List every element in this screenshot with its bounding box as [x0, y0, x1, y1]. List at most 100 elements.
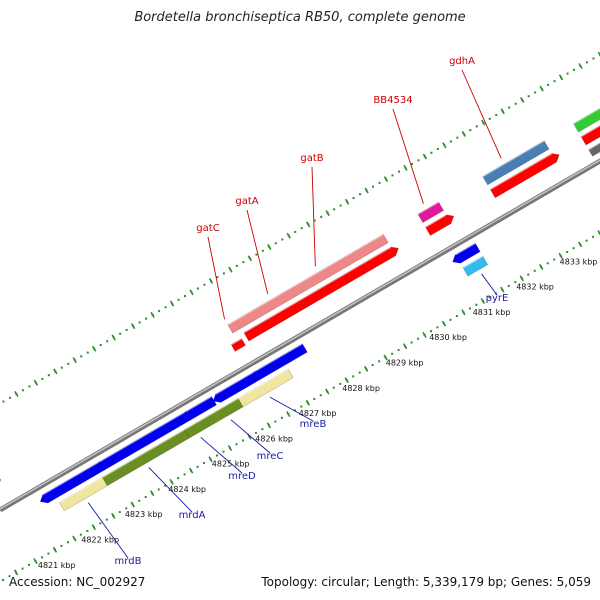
- inner-rail-dot: [397, 348, 400, 351]
- gene-mreD-leader: [200, 436, 243, 474]
- cds-blue-block-shine: [185, 395, 213, 413]
- cds-red-block-shine: [489, 152, 553, 191]
- inner-rail-tick: [305, 399, 311, 406]
- outer-rail-dot: [294, 230, 297, 233]
- outer-rail-dot: [235, 264, 238, 267]
- inner-rail-tick: [111, 512, 116, 519]
- inner-rail-tick: [539, 264, 544, 271]
- outer-rail-tick: [403, 164, 408, 171]
- topology-summary: Topology: circular; Length: 5,339,179 bp…: [261, 575, 591, 589]
- outer-rail-tick: [228, 266, 233, 273]
- inner-rail-dot: [585, 239, 588, 242]
- outer-rail-dot: [547, 83, 550, 86]
- accession-text: Accession: NC_002927: [9, 575, 146, 589]
- outer-rail-dot: [60, 366, 63, 369]
- inner-rail-tick: [577, 241, 583, 248]
- inner-rail-dot: [352, 375, 355, 378]
- feature-layer: [0, 106, 600, 512]
- inner-rail-tick: [91, 524, 97, 531]
- gene-grey-block-shine: [587, 141, 600, 151]
- tick-layer: [2, 51, 600, 581]
- inner-rail-dot: [313, 397, 316, 400]
- outer-rail-tick: [442, 142, 447, 149]
- inner-rail-dot: [391, 352, 394, 355]
- inner-rail-dot: [358, 371, 361, 374]
- outer-rail-dot: [125, 328, 128, 331]
- inner-rail-dot: [40, 556, 43, 559]
- inner-rail-dot: [216, 454, 219, 457]
- inner-rail-tick: [72, 535, 77, 542]
- tick-label: 4829 kbp: [386, 359, 424, 368]
- gene-mreB-leader: [269, 396, 314, 422]
- inner-rail-tick: [558, 252, 563, 259]
- inner-rail-dot: [475, 303, 478, 306]
- outer-rail-dot: [99, 344, 102, 347]
- outer-rail-tick: [53, 368, 58, 375]
- inner-rail-dot: [235, 443, 238, 446]
- outer-rail-dot: [436, 147, 439, 150]
- outer-rail-dot: [430, 151, 433, 154]
- outer-rail-tick: [325, 210, 330, 217]
- outer-rail-dot: [514, 102, 517, 105]
- inner-rail-tick: [363, 365, 369, 372]
- gene-green-block-shine: [572, 106, 600, 125]
- inner-rail-tick: [441, 320, 447, 327]
- inner-rail-dot: [125, 507, 128, 510]
- cds-blue-block-shine: [454, 242, 476, 256]
- cds-blue-block-shine: [98, 410, 187, 463]
- outer-rail-dot: [86, 351, 89, 354]
- gene-mreD-mreC-block-shine: [183, 397, 239, 431]
- outer-rail-dot: [300, 227, 303, 230]
- inner-rail-tick: [227, 445, 233, 451]
- inner-rail-dot: [105, 518, 108, 521]
- inner-rail-dot: [319, 394, 322, 397]
- outer-rail-dot: [184, 295, 187, 298]
- tick-label: 4828 kbp: [342, 384, 380, 393]
- label-layer: 4821 kbp 4822 kbp 4823 kbp 4824 kbp 4825 kbp…: [38, 56, 598, 570]
- gene-mrdA-block-shine: [101, 428, 185, 478]
- outer-rail-dot: [67, 362, 70, 365]
- outer-rail-dot: [320, 215, 323, 218]
- gene-mreC-label: mreC: [257, 451, 284, 462]
- outer-rail-dot: [508, 106, 511, 109]
- outer-rail-tick: [383, 176, 389, 183]
- inner-rail-dot: [274, 420, 277, 423]
- inner-rail-dot: [507, 284, 510, 287]
- inner-rail-tick: [344, 377, 349, 384]
- outer-rail-dot: [196, 287, 199, 290]
- inner-rail-tick: [52, 546, 58, 553]
- outer-rail-dot: [242, 261, 245, 264]
- inner-rail-tick: [500, 286, 505, 293]
- inner-rail-dot: [527, 273, 530, 276]
- tick-label: 4831 kbp: [473, 308, 511, 317]
- outer-rail-dot: [359, 193, 362, 196]
- outer-rail-dot: [333, 208, 336, 211]
- inner-rail-dot: [177, 477, 180, 480]
- gene-mrdA-leader: [148, 467, 193, 513]
- gene-pyrE-block-shine: [462, 255, 484, 269]
- outer-rail-dot: [391, 174, 394, 177]
- inner-rail-dot: [47, 552, 50, 555]
- outer-rail-dot: [313, 219, 316, 222]
- cds-red-block-shine: [243, 246, 392, 334]
- outer-rail-dot: [2, 400, 5, 403]
- gene-pyrE-label: pyrE: [486, 293, 509, 304]
- outer-rail-dot: [106, 340, 109, 343]
- inner-rail-tick: [422, 331, 427, 338]
- inner-rail-tick: [33, 558, 38, 565]
- inner-rail-dot: [572, 247, 575, 250]
- inner-rail-dot: [371, 364, 374, 367]
- outer-rail-dot: [573, 68, 576, 71]
- inner-rail-dot: [293, 409, 296, 412]
- cds-red-block-shine: [580, 124, 600, 138]
- inner-rail-tick: [13, 569, 19, 576]
- outer-rail-dot: [158, 310, 161, 313]
- cds-blue-block-shine: [254, 342, 303, 373]
- outer-rail-tick: [422, 153, 428, 160]
- outer-rail-tick: [267, 244, 272, 251]
- gene-gatC-leader: [207, 236, 226, 320]
- gene-BB4534-leader: [392, 108, 424, 204]
- outer-rail-tick: [481, 119, 486, 126]
- inner-rail-tick: [130, 501, 135, 508]
- inner-rail-dot: [468, 307, 471, 310]
